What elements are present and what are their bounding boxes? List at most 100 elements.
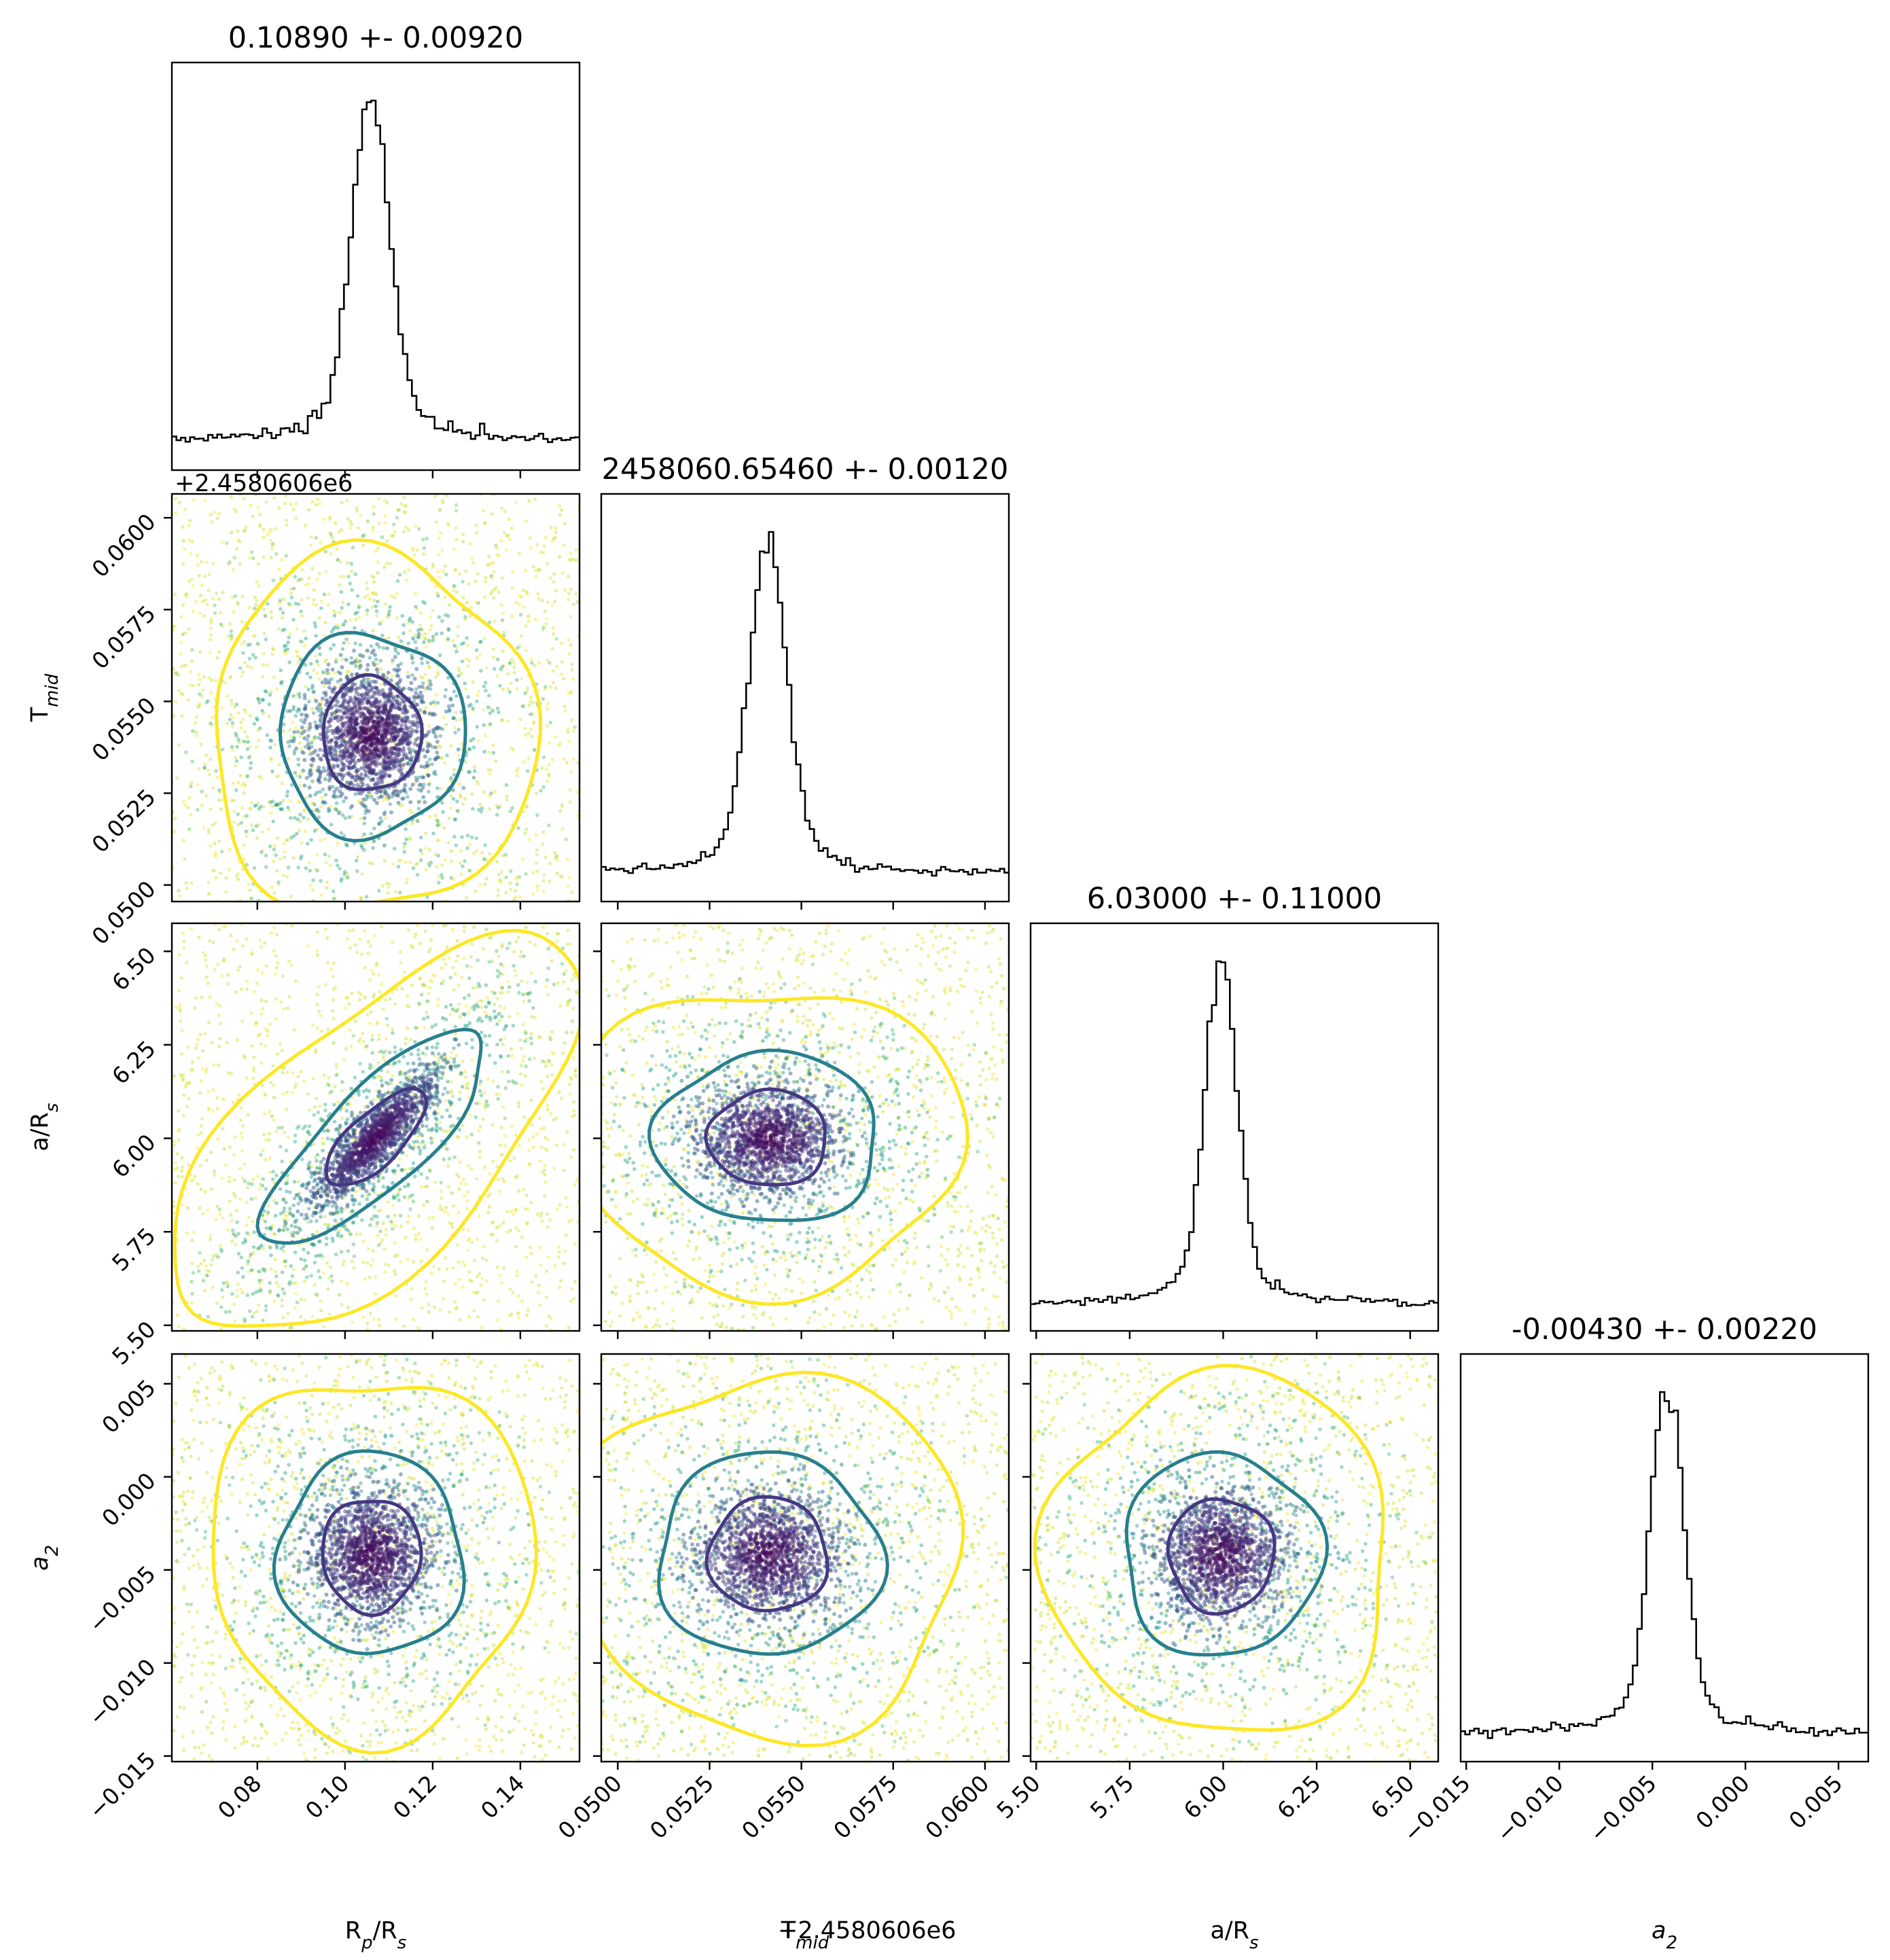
scatter-point xyxy=(319,838,323,842)
scatter-point xyxy=(419,1260,423,1264)
scatter-point xyxy=(463,1069,467,1074)
scatter-point xyxy=(438,822,442,826)
scatter-point xyxy=(338,610,342,615)
scatter-point xyxy=(275,687,279,691)
scatter-point xyxy=(199,1262,203,1266)
scatter-point xyxy=(230,747,234,752)
scatter-point xyxy=(433,769,437,774)
scatter-point xyxy=(183,507,187,512)
scatter-point xyxy=(259,1042,263,1046)
scatter-point xyxy=(391,738,396,743)
scatter-point xyxy=(408,808,412,813)
scatter-point xyxy=(463,1194,467,1198)
scatter-point xyxy=(428,815,432,819)
scatter-point xyxy=(482,636,486,641)
scatter-point xyxy=(497,554,501,558)
scatter-point xyxy=(248,714,253,718)
scatter-point xyxy=(531,892,535,896)
scatter-point xyxy=(365,667,370,672)
scatter-point xyxy=(270,541,275,546)
scatter-point xyxy=(271,819,276,823)
scatter-point xyxy=(313,624,318,628)
scatter-point xyxy=(380,1075,384,1080)
scatter-point xyxy=(299,747,303,751)
scatter-point xyxy=(371,529,375,533)
scatter-point xyxy=(275,869,279,873)
scatter-point xyxy=(367,718,372,723)
scatter-point xyxy=(418,1141,423,1145)
scatter-point xyxy=(378,1209,383,1213)
scatter-point xyxy=(185,887,189,891)
scatter-point xyxy=(387,698,391,703)
scatter-point xyxy=(271,1064,275,1068)
scatter-point xyxy=(550,603,554,607)
scatter-point xyxy=(427,664,431,669)
scatter-point xyxy=(187,1080,191,1084)
scatter-point xyxy=(361,738,365,743)
scatter-point xyxy=(476,1315,480,1319)
scatter-point xyxy=(336,679,340,684)
scatter-point xyxy=(539,550,543,554)
scatter-point xyxy=(387,882,391,886)
scatter-point xyxy=(474,1101,479,1105)
scatter-point xyxy=(471,806,475,811)
scatter-point xyxy=(210,823,215,827)
scatter-point xyxy=(235,939,239,943)
scatter-point xyxy=(307,576,311,580)
scatter-point xyxy=(506,980,510,984)
scatter-point xyxy=(493,1002,497,1006)
scatter-point xyxy=(475,699,479,704)
scatter-point xyxy=(321,670,325,674)
scatter-point xyxy=(538,1245,542,1249)
scatter-point xyxy=(173,830,177,834)
scatter-point xyxy=(347,1001,351,1006)
scatter-point xyxy=(552,1166,556,1171)
scatter-point xyxy=(525,686,529,690)
scatter-point xyxy=(452,726,457,730)
scatter-point xyxy=(319,878,323,883)
scatter-point xyxy=(524,827,529,832)
scatter-point xyxy=(272,1198,276,1202)
scatter-point xyxy=(211,1254,215,1258)
scatter-point xyxy=(225,1280,229,1284)
scatter-point xyxy=(203,1190,207,1194)
scatter-point xyxy=(459,672,464,676)
scatter-point xyxy=(372,679,376,684)
contour-middle xyxy=(278,630,467,843)
scatter-point xyxy=(499,667,503,671)
scatter-point xyxy=(393,726,397,731)
scatter-point xyxy=(460,976,464,980)
scatter-point xyxy=(303,830,307,834)
scatter-point xyxy=(344,842,349,847)
scatter-point xyxy=(546,600,550,605)
scatter-point xyxy=(510,614,514,618)
scatter-point xyxy=(495,813,499,817)
scatter-point xyxy=(224,925,228,929)
scatter-point xyxy=(525,592,529,596)
scatter-point xyxy=(391,766,395,771)
scatter-point xyxy=(254,745,259,749)
scatter-point xyxy=(432,731,437,736)
scatter-point xyxy=(460,835,464,839)
scatter-point xyxy=(407,618,412,623)
scatter-point xyxy=(478,1101,482,1105)
scatter-point xyxy=(369,944,373,948)
scatter-point xyxy=(495,1265,499,1269)
scatter-point xyxy=(387,796,391,800)
scatter-point xyxy=(174,1005,178,1010)
scatter-point xyxy=(402,788,407,793)
scatter-point xyxy=(541,755,546,760)
scatter-point xyxy=(310,683,315,688)
scatter-point xyxy=(438,726,442,730)
scatter-point xyxy=(380,741,385,745)
scatter-point xyxy=(478,640,482,644)
scatter-point xyxy=(196,554,200,558)
histogram-panel-rp: 0.10890 +- 0.00920 xyxy=(171,21,581,478)
scatter-point xyxy=(575,991,580,995)
scatter-point xyxy=(562,757,567,761)
scatter-point xyxy=(309,763,314,768)
scatter-point xyxy=(368,656,372,660)
scatter-point xyxy=(301,751,306,755)
scatter-point xyxy=(527,732,531,736)
scatter-point xyxy=(239,720,243,724)
